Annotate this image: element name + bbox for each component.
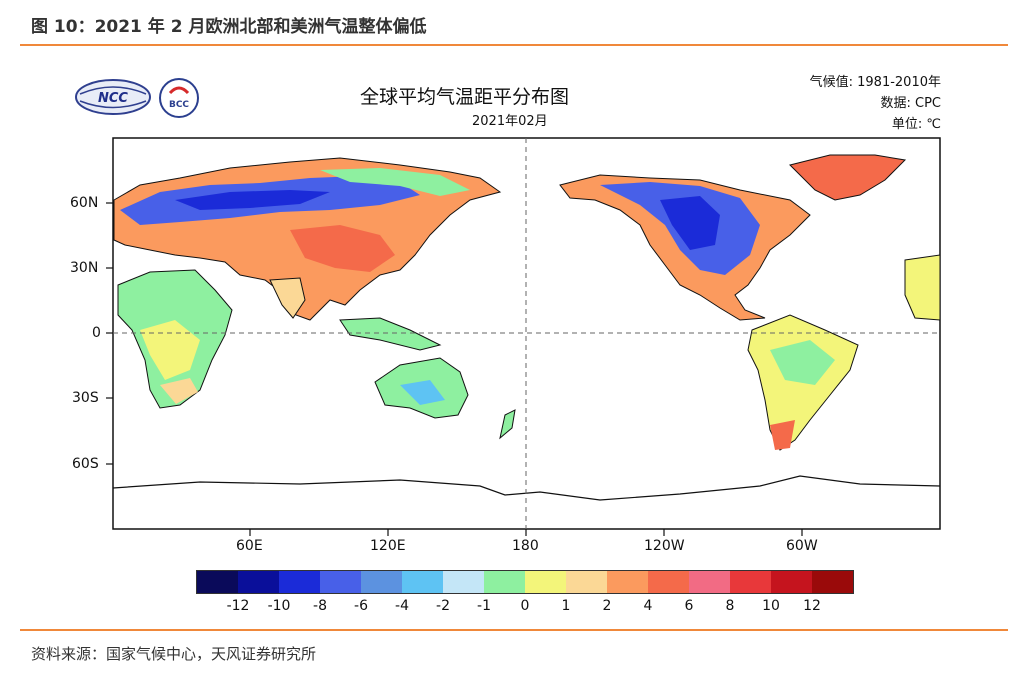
- lon-label-180: 180: [512, 538, 539, 554]
- colorbar-swatch: [484, 571, 525, 593]
- colorbar-tick-label: -12: [226, 598, 250, 614]
- india-landmass: [269, 277, 306, 319]
- colorbar-tick-label: -8: [313, 598, 327, 614]
- colorbar-swatch: [607, 571, 648, 593]
- colorbar-swatch: [443, 571, 484, 593]
- unit-note: 单位: ℃: [891, 117, 941, 132]
- colorbar-swatch: [320, 571, 361, 593]
- lat-label-30s: 30S: [72, 390, 99, 406]
- lon-label-120e: 120E: [370, 538, 406, 554]
- north-america-blue-core: [660, 196, 720, 250]
- colorbar-swatch: [238, 571, 279, 593]
- se-asia-islands: [339, 317, 442, 351]
- colorbar-tick-label: -2: [436, 598, 450, 614]
- axis-ticks: [106, 202, 803, 536]
- lat-label-30n: 30N: [70, 260, 99, 276]
- map-title: 全球平均气温距平分布图: [360, 86, 570, 108]
- africa-southern: [160, 378, 198, 404]
- europe-blue-core: [175, 190, 330, 210]
- south-america-green: [770, 340, 835, 385]
- colorbar-tick-label: 8: [725, 598, 735, 614]
- colorbar-tick-label: 2: [602, 598, 612, 614]
- arctic-coast-anomaly: [320, 168, 470, 196]
- top-divider: [20, 44, 1008, 46]
- lat-label-60s: 60S: [72, 456, 99, 472]
- colorbar-tick-label: -1: [477, 598, 491, 614]
- colorbar-tick-label: 12: [803, 598, 821, 614]
- lon-label-60e: 60E: [236, 538, 263, 554]
- new-zealand: [499, 409, 516, 440]
- colorbar-swatch: [197, 571, 238, 593]
- figure-title: 图 10：2021 年 2 月欧洲北部和美洲气温整体偏低: [31, 17, 427, 37]
- antarctica-coastline: [113, 475, 940, 501]
- colorbar-tick-label: -4: [395, 598, 409, 614]
- colorbar-swatch: [812, 571, 853, 593]
- colorbar-tick-label: 4: [643, 598, 653, 614]
- colorbar-swatch: [730, 571, 771, 593]
- lat-label-0: 0: [92, 325, 101, 341]
- colorbar-swatch: [361, 571, 402, 593]
- colorbar-tick-label: -6: [354, 598, 368, 614]
- colorbar-tick-label: 10: [762, 598, 780, 614]
- colorbar-tick-label: -10: [267, 598, 291, 614]
- lat-label-60n: 60N: [70, 195, 99, 211]
- china-warm-anomaly: [290, 225, 395, 272]
- climatology-note: 气候值: 1981-2010年: [809, 75, 941, 90]
- africa-warm-patches: [140, 320, 200, 380]
- ncc-logo: NCC: [75, 79, 151, 115]
- australia-cool-patch: [400, 380, 445, 405]
- colorbar: [196, 570, 854, 594]
- colorbar-swatch: [279, 571, 320, 593]
- svg-text:BCC: BCC: [169, 100, 189, 110]
- svg-text:NCC: NCC: [98, 91, 128, 106]
- data-source-note: 数据: CPC: [880, 96, 941, 111]
- colorbar-tick-label: 0: [520, 598, 530, 614]
- greenland-landmass: [789, 154, 907, 201]
- bottom-divider: [20, 629, 1008, 631]
- colorbar-swatch: [689, 571, 730, 593]
- colorbar-swatch: [771, 571, 812, 593]
- colorbar-tick-label: 1: [561, 598, 571, 614]
- colorbar-swatch: [402, 571, 443, 593]
- south-america-south: [770, 420, 795, 450]
- colorbar-swatch: [525, 571, 566, 593]
- bcc-logo: BCC: [159, 78, 199, 118]
- source-note: 资料来源：国家气候中心，天风证券研究所: [31, 645, 317, 663]
- colorbar-swatch: [566, 571, 607, 593]
- colorbar-swatch: [648, 571, 689, 593]
- lon-label-60w: 60W: [786, 538, 818, 554]
- map-subtitle: 2021年02月: [472, 114, 548, 129]
- africa-west-edge: [904, 254, 940, 321]
- lon-label-120w: 120W: [644, 538, 685, 554]
- colorbar-tick-label: 6: [684, 598, 694, 614]
